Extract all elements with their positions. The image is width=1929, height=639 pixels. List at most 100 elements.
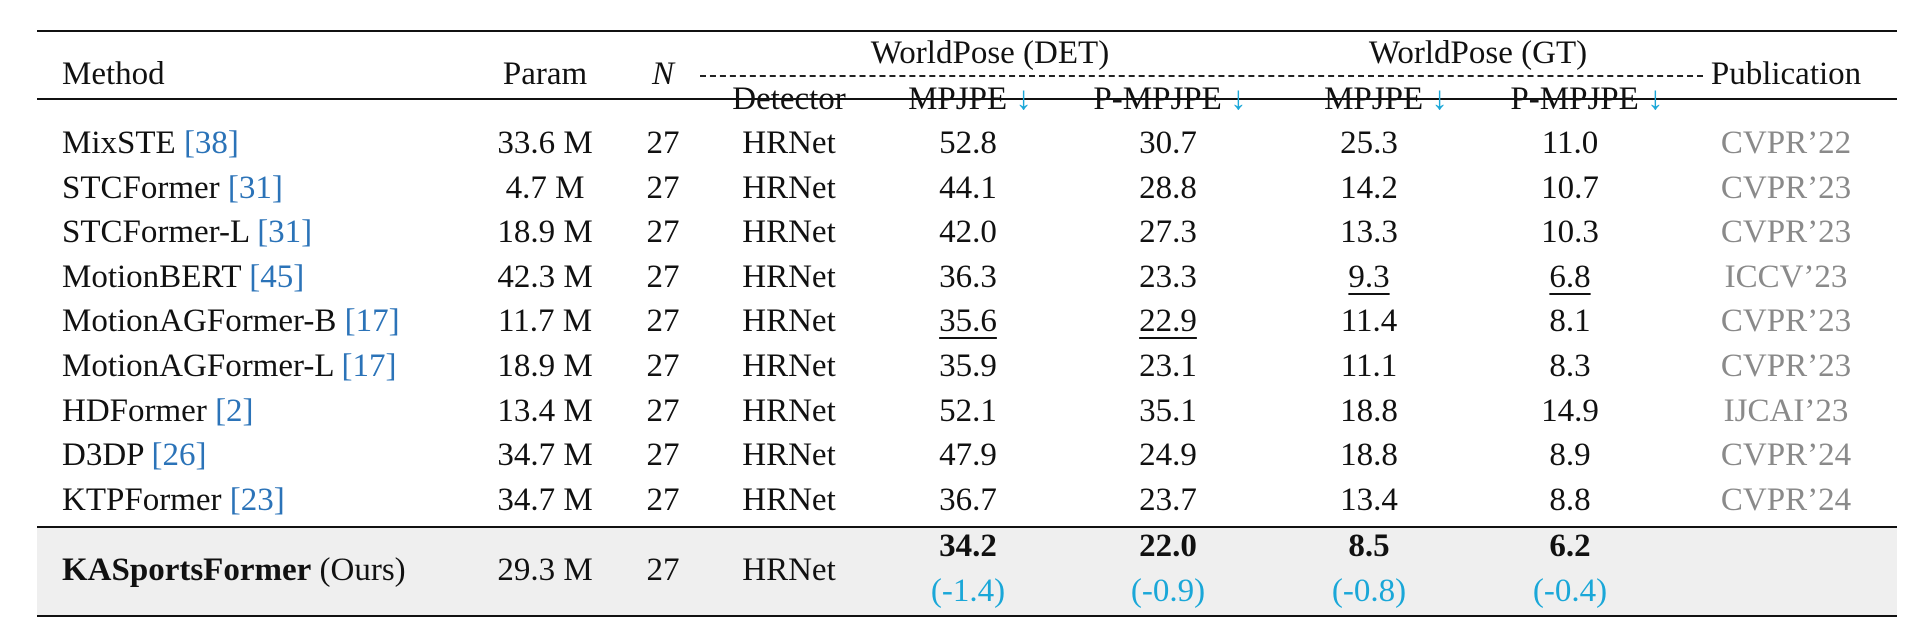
cell-pub: CVPR’24	[1720, 437, 1852, 473]
cell-gt-mpjpe: 18.8	[1340, 437, 1398, 473]
header-gt-pmpjpe: P-MPJPE ↓	[1510, 81, 1664, 117]
ours-det-pmpjpe-delta: (-0.9)	[1130, 573, 1206, 609]
ours-detector: HRNet	[742, 552, 836, 588]
header-det-pmpjpe: P-MPJPE ↓	[1093, 81, 1247, 117]
header-group-gt: WorldPose (GT)	[1368, 35, 1588, 71]
cell-det-mpjpe: 44.1	[939, 170, 997, 206]
cell-pub: CVPR’23	[1720, 170, 1852, 206]
cell-gt-mpjpe: 11.4	[1340, 303, 1398, 339]
cell-param: 4.7 M	[505, 170, 585, 206]
cell-gt-pmpjpe: 8.1	[1549, 303, 1591, 339]
ours-gt-pmpjpe: 6.2	[1549, 528, 1591, 564]
cell-n: 27	[646, 482, 680, 518]
cell-gt-pmpjpe: 8.9	[1549, 437, 1591, 473]
cell-detector: HRNet	[742, 125, 836, 161]
cell-param: 11.7 M	[497, 303, 593, 339]
cell-param: 34.7 M	[497, 482, 593, 518]
cell-param: 33.6 M	[497, 125, 593, 161]
cell-param: 18.9 M	[497, 348, 593, 384]
cell-n: 27	[646, 348, 680, 384]
row-method: STCFormer-L [31]	[62, 214, 313, 250]
header-gt-mpjpe: MPJPE ↓	[1324, 81, 1448, 117]
ours-gt-mpjpe: 8.5	[1348, 528, 1390, 564]
cell-detector: HRNet	[742, 170, 836, 206]
citation-link[interactable]: [2]	[215, 393, 254, 429]
cell-n: 27	[646, 170, 680, 206]
row-method: MotionAGFormer-L [17]	[62, 348, 397, 384]
citation-link[interactable]: [17]	[341, 348, 397, 384]
cell-detector: HRNet	[742, 303, 836, 339]
cell-detector: HRNet	[742, 214, 836, 250]
cell-det-pmpjpe: 27.3	[1139, 214, 1197, 250]
cell-gt-mpjpe: 11.1	[1340, 348, 1398, 384]
cell-detector: HRNet	[742, 259, 836, 295]
cell-det-mpjpe: 42.0	[939, 214, 997, 250]
cell-gt-pmpjpe: 10.3	[1541, 214, 1599, 250]
cell-det-mpjpe: 36.7	[939, 482, 997, 518]
ours-row-highlight	[37, 527, 1897, 615]
cell-pub: CVPR’23	[1720, 348, 1852, 384]
citation-link[interactable]: [31]	[227, 170, 283, 206]
cell-gt-pmpjpe: 8.8	[1549, 482, 1591, 518]
row-method: MotionBERT [45]	[62, 259, 305, 295]
cell-gt-pmpjpe: 10.7	[1541, 170, 1599, 206]
header-det-mpjpe: MPJPE ↓	[908, 81, 1032, 117]
top-rule	[37, 30, 1897, 32]
cell-pub: CVPR’23	[1720, 303, 1852, 339]
citation-link[interactable]: [31]	[257, 214, 313, 250]
cell-gt-mpjpe: 25.3	[1340, 125, 1398, 161]
cell-gt-pmpjpe: 6.8	[1549, 259, 1591, 295]
ours-top-rule	[37, 526, 1897, 528]
down-arrow-icon: ↓	[1015, 81, 1032, 117]
cell-n: 27	[646, 259, 680, 295]
citation-link[interactable]: [38]	[183, 125, 239, 161]
ours-gt-mpjpe-delta: (-0.8)	[1331, 573, 1407, 609]
ours-det-mpjpe: 34.2	[939, 528, 997, 564]
down-arrow-icon: ↓	[1230, 81, 1247, 117]
down-arrow-icon: ↓	[1647, 81, 1664, 117]
cell-gt-mpjpe: 13.4	[1340, 482, 1398, 518]
cell-det-mpjpe: 47.9	[939, 437, 997, 473]
citation-link[interactable]: [23]	[229, 482, 285, 518]
cell-n: 27	[646, 303, 680, 339]
citation-link[interactable]: [26]	[151, 437, 207, 473]
cell-detector: HRNet	[742, 348, 836, 384]
cell-pub: IJCAI’23	[1723, 393, 1849, 429]
header-detector: Detector	[732, 81, 846, 117]
cell-pub: CVPR’23	[1720, 214, 1852, 250]
cell-det-pmpjpe: 24.9	[1139, 437, 1197, 473]
cell-param: 34.7 M	[497, 437, 593, 473]
cell-param: 42.3 M	[497, 259, 593, 295]
cell-gt-mpjpe: 9.3	[1348, 259, 1390, 295]
cell-gt-pmpjpe: 14.9	[1541, 393, 1599, 429]
row-method: HDFormer [2]	[62, 393, 254, 429]
cell-det-mpjpe: 35.9	[939, 348, 997, 384]
header-rule	[37, 98, 1897, 100]
down-arrow-icon: ↓	[1431, 81, 1448, 117]
header-group-det: WorldPose (DET)	[870, 35, 1110, 71]
row-method: MixSTE [38]	[62, 125, 239, 161]
row-method: D3DP [26]	[62, 437, 207, 473]
cell-det-pmpjpe: 35.1	[1139, 393, 1197, 429]
citation-link[interactable]: [17]	[344, 303, 400, 339]
bottom-rule	[37, 615, 1897, 617]
ours-param: 29.3 M	[497, 552, 593, 588]
cell-det-pmpjpe: 23.7	[1139, 482, 1197, 518]
citation-link[interactable]: [45]	[249, 259, 305, 295]
header-n: N	[651, 56, 675, 92]
cell-param: 18.9 M	[497, 214, 593, 250]
cell-det-pmpjpe: 28.8	[1139, 170, 1197, 206]
row-method: KTPFormer [23]	[62, 482, 285, 518]
row-method: MotionAGFormer-B [17]	[62, 303, 400, 339]
cell-det-mpjpe: 52.8	[939, 125, 997, 161]
cell-det-pmpjpe: 23.3	[1139, 259, 1197, 295]
header-method: Method	[62, 56, 165, 92]
cell-det-mpjpe: 35.6	[939, 303, 997, 339]
ours-det-mpjpe-delta: (-1.4)	[930, 573, 1006, 609]
header-publication: Publication	[1710, 56, 1862, 92]
cell-gt-pmpjpe: 8.3	[1549, 348, 1591, 384]
cell-n: 27	[646, 125, 680, 161]
ours-gt-pmpjpe-delta: (-0.4)	[1532, 573, 1608, 609]
cell-detector: HRNet	[742, 482, 836, 518]
